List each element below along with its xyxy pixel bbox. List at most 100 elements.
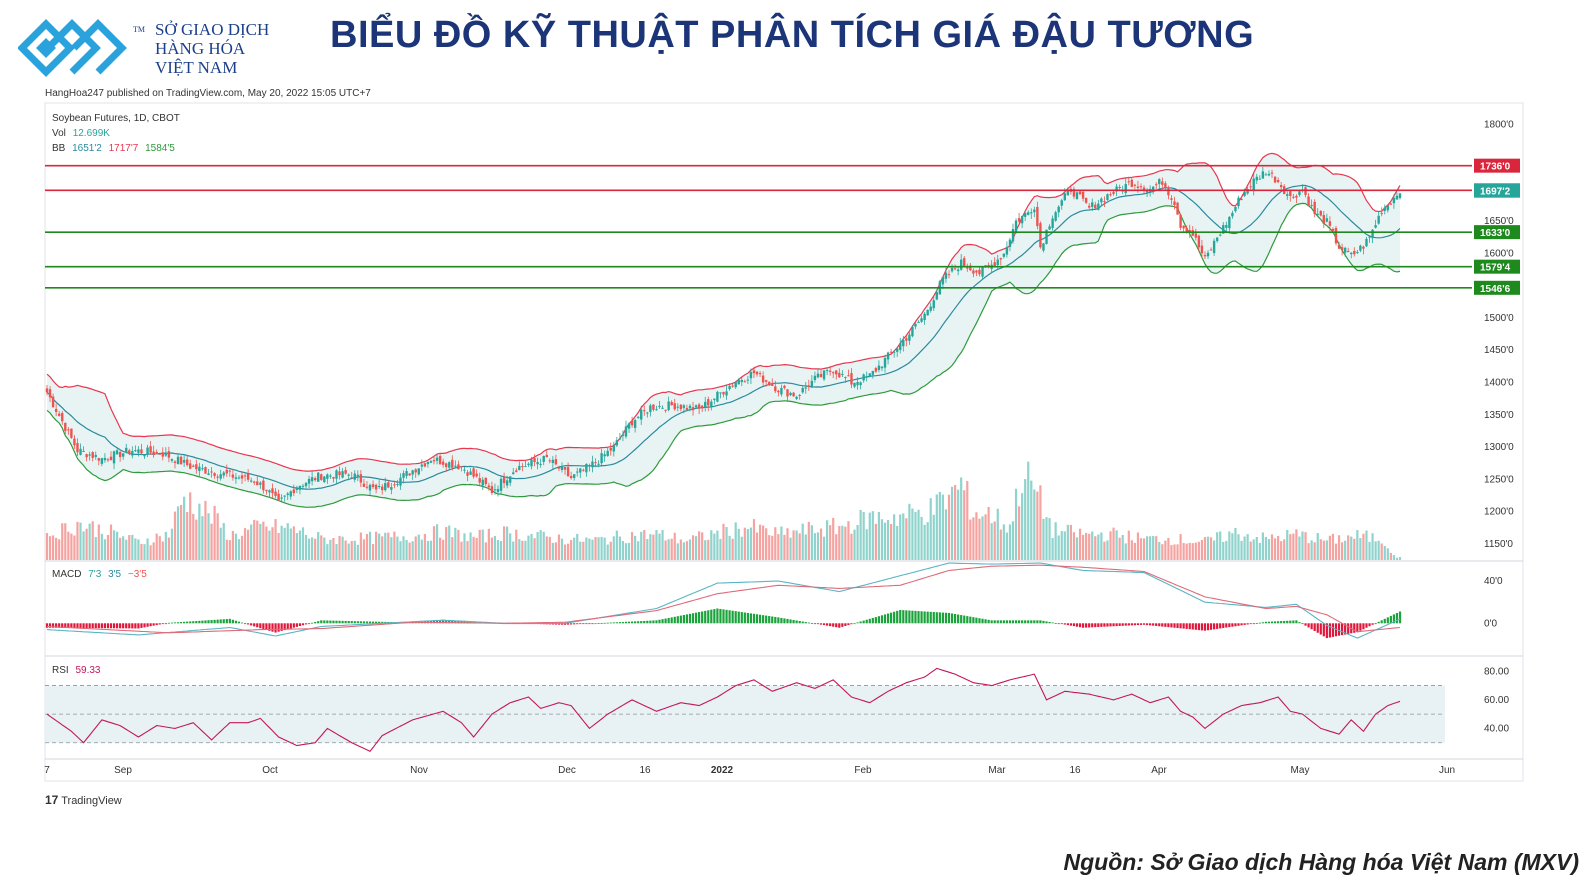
candle-body	[387, 482, 390, 488]
candle-body	[1130, 179, 1134, 187]
macd-histogram-bar	[301, 623, 305, 626]
macd-histogram-bar	[445, 620, 448, 624]
macd-histogram-bar	[1216, 623, 1219, 629]
candle-body	[1292, 196, 1295, 198]
candle-body	[1027, 212, 1030, 215]
candle-body	[155, 452, 158, 454]
volume-bar	[603, 537, 606, 560]
macd-histogram-bar	[865, 619, 868, 624]
candle-body	[448, 462, 451, 468]
time-axis-label: Sep	[114, 765, 132, 776]
macd-histogram-bar	[883, 614, 887, 624]
volume-bar	[173, 511, 177, 560]
candle-body	[1127, 181, 1130, 183]
volume-bar	[423, 533, 426, 560]
tradingview-brand[interactable]: 17 TradingView	[45, 793, 122, 807]
candle-body	[984, 265, 987, 267]
volume-bar	[143, 544, 146, 560]
macd-histogram-bar	[128, 623, 131, 629]
candle-body	[978, 269, 981, 275]
volume-bar	[484, 542, 487, 560]
candle-body	[1136, 186, 1140, 189]
time-axis-label: Mar	[988, 765, 1006, 776]
macd-histogram-bar	[48, 623, 52, 628]
candle-body	[396, 483, 399, 485]
volume-bar	[515, 529, 518, 560]
volume-bar	[307, 538, 311, 560]
volume-bar	[1206, 536, 1210, 560]
volume-bar	[737, 528, 740, 560]
volume-bar	[140, 543, 143, 560]
macd-histogram-bar	[576, 623, 579, 625]
candle-body	[566, 467, 570, 477]
macd-histogram-bar	[341, 620, 344, 624]
volume-bar	[953, 485, 957, 560]
candle-body	[676, 406, 679, 408]
macd-histogram-bar	[1337, 623, 1341, 636]
volume-bar	[1024, 479, 1027, 560]
macd-histogram-bar	[1219, 623, 1222, 629]
candle-body	[691, 407, 695, 411]
candle-body	[371, 484, 375, 488]
candle-body	[243, 475, 247, 477]
volume-bar	[612, 536, 615, 560]
volume-bar	[664, 540, 667, 560]
macd-histogram-bar	[362, 621, 366, 624]
macd-histogram-bar	[786, 618, 789, 624]
candle-body	[505, 480, 509, 486]
candle-body	[131, 451, 134, 456]
macd-histogram-bar	[64, 623, 67, 628]
volume-bar	[566, 543, 570, 560]
candle-body	[347, 474, 350, 476]
macd-histogram-bar	[792, 619, 795, 624]
candle-body	[79, 448, 82, 455]
macd-histogram-bar	[557, 623, 561, 625]
macd-histogram-bar	[1331, 623, 1335, 637]
macd-histogram-bar	[271, 623, 274, 632]
candle-body	[249, 480, 253, 482]
volume-bar	[1097, 534, 1100, 560]
volume-bar	[115, 531, 119, 560]
volume-bar	[61, 523, 64, 560]
macd-histogram-bar	[1027, 620, 1030, 624]
candle-body	[987, 264, 990, 266]
candle-body	[332, 477, 335, 479]
volume-bar	[320, 535, 323, 560]
volume-bar	[524, 540, 527, 560]
volume-bar	[783, 534, 786, 560]
macd-histogram-bar	[1133, 623, 1136, 626]
macd-histogram-bar	[634, 621, 637, 624]
volume-bar	[582, 541, 585, 560]
volume-bar	[789, 537, 792, 560]
macd-histogram-bar	[100, 623, 103, 629]
volume-bar	[646, 539, 649, 560]
volume-bar	[957, 489, 960, 560]
macd-hist-value: 7'3	[88, 569, 102, 580]
volume-bar	[1225, 540, 1228, 560]
volume-bar	[243, 528, 247, 560]
macd-histogram-bar	[652, 620, 655, 624]
volume-bar	[1051, 537, 1054, 560]
macd-histogram-bar	[762, 615, 765, 624]
volume-bar	[801, 523, 804, 560]
volume-bar	[896, 526, 899, 560]
macd-histogram-bar	[1179, 623, 1182, 629]
volume-bar	[237, 539, 241, 560]
volume-bar	[926, 522, 929, 560]
volume-bar	[576, 533, 579, 560]
candle-body	[1194, 233, 1198, 238]
volume-bar	[1127, 530, 1130, 560]
macd-histogram-bar	[838, 623, 841, 628]
candle-body	[975, 270, 978, 273]
volume-bar	[1289, 534, 1292, 560]
volume-bar	[198, 503, 201, 560]
candle-body	[472, 468, 475, 477]
volume-bar	[1292, 533, 1295, 560]
candle-body	[1380, 213, 1383, 215]
volume-bar	[1078, 528, 1082, 560]
candle-body	[313, 478, 317, 481]
macd-histogram-bar	[1057, 623, 1060, 625]
volume-bar	[990, 523, 993, 560]
macd-histogram-bar	[1240, 623, 1243, 626]
